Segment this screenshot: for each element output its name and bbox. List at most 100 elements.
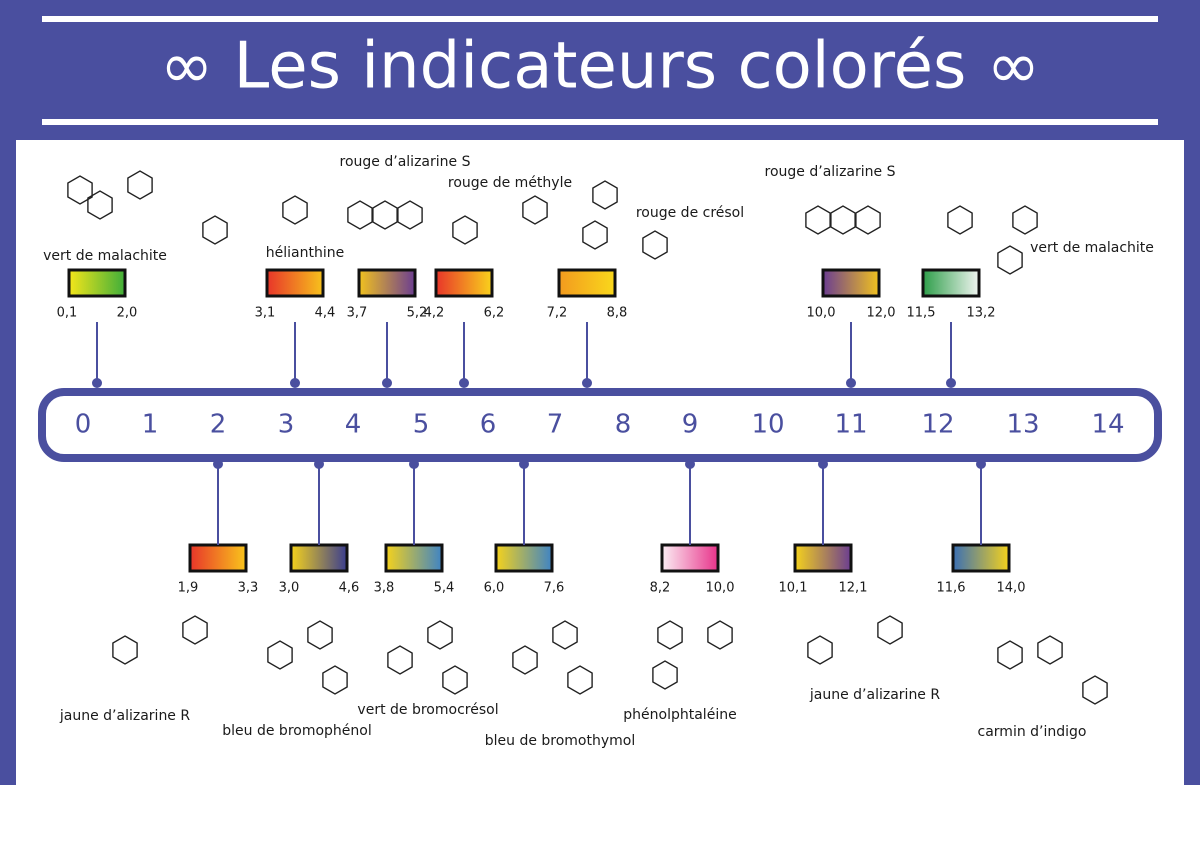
- color-range: [434, 268, 494, 298]
- range-low: 6,0: [484, 581, 505, 596]
- molecule-ring: [267, 640, 293, 670]
- ph-number: 14: [1091, 410, 1124, 440]
- molecule-ring: [322, 665, 348, 695]
- ph-number: 12: [921, 410, 954, 440]
- color-range: [793, 543, 853, 573]
- indicator-name: vert de malachite: [43, 248, 167, 264]
- indicator-name: rouge d’alizarine S: [340, 154, 471, 170]
- connector-dot: [519, 459, 529, 469]
- molecule-ring: [592, 180, 618, 210]
- molecule-ring: [652, 660, 678, 690]
- range-high: 13,2: [967, 306, 996, 321]
- molecule-ring: [372, 200, 398, 230]
- molecule-ring: [642, 230, 668, 260]
- molecule-ring: [307, 620, 333, 650]
- molecule-ring: [282, 195, 308, 225]
- indicator-name: jaune d’alizarine R: [809, 687, 940, 703]
- indicator-name: hélianthine: [266, 245, 344, 261]
- color-range: [951, 543, 1011, 573]
- molecule-ring: [347, 200, 373, 230]
- connector-dot: [818, 459, 828, 469]
- molecule-ring: [1012, 205, 1038, 235]
- rule: [42, 119, 1158, 125]
- indicator-name: bleu de bromophénol: [222, 723, 371, 739]
- indicator-name: vert de malachite: [1030, 240, 1154, 256]
- connector-dot: [409, 459, 419, 469]
- connector-dot: [582, 378, 592, 388]
- connector-dot: [459, 378, 469, 388]
- range-low: 3,1: [255, 306, 276, 321]
- molecule-ring: [805, 205, 831, 235]
- ph-number: 10: [751, 410, 784, 440]
- ph-number: 2: [210, 410, 227, 440]
- molecule-ring: [87, 190, 113, 220]
- color-range: [67, 268, 127, 298]
- connector-dot: [290, 378, 300, 388]
- indicator-name: rouge de méthyle: [448, 175, 572, 191]
- ph-number: 9: [682, 410, 699, 440]
- color-range: [660, 543, 720, 573]
- molecule-ring: [1037, 635, 1063, 665]
- molecule-ring: [522, 195, 548, 225]
- range-high: 14,0: [997, 581, 1026, 596]
- ph-number: 11: [834, 410, 867, 440]
- molecule-ring: [997, 245, 1023, 275]
- indicator-name: phénolphtaléine: [623, 707, 736, 723]
- molecule-ring: [127, 170, 153, 200]
- molecule-ring: [397, 200, 423, 230]
- ph-number: 7: [547, 410, 564, 440]
- ph-number: 1: [142, 410, 159, 440]
- range-high: 4,6: [339, 581, 360, 596]
- connector-dot: [976, 459, 986, 469]
- range-low: 7,2: [547, 306, 568, 321]
- range-low: 1,9: [178, 581, 199, 596]
- color-range: [289, 543, 349, 573]
- range-high: 12,1: [839, 581, 868, 596]
- range-low: 10,0: [807, 306, 836, 321]
- range-low: 8,2: [650, 581, 671, 596]
- connector-dot: [213, 459, 223, 469]
- connector-dot: [685, 459, 695, 469]
- range-high: 4,4: [315, 306, 336, 321]
- range-high: 8,8: [607, 306, 628, 321]
- color-range: [557, 268, 617, 298]
- range-low: 10,1: [779, 581, 808, 596]
- indicator-name: jaune d’alizarine R: [59, 708, 190, 724]
- range-low: 3,0: [279, 581, 300, 596]
- range-low: 11,6: [937, 581, 966, 596]
- molecule-ring: [707, 620, 733, 650]
- molecule-ring: [427, 620, 453, 650]
- connector-dot: [946, 378, 956, 388]
- indicator-name: rouge d’alizarine S: [765, 164, 896, 180]
- panel: [16, 140, 1184, 785]
- color-range: [921, 268, 981, 298]
- range-low: 11,5: [907, 306, 936, 321]
- color-range: [357, 268, 417, 298]
- range-high: 6,2: [484, 306, 505, 321]
- color-range: [494, 543, 554, 573]
- molecule-ring: [877, 615, 903, 645]
- connector-dot: [846, 378, 856, 388]
- molecule-ring: [807, 635, 833, 665]
- molecule-ring: [1082, 675, 1108, 705]
- rule: [42, 16, 1158, 22]
- molecule-ring: [452, 215, 478, 245]
- range-high: 7,6: [544, 581, 565, 596]
- ph-number: 13: [1006, 410, 1039, 440]
- color-range: [188, 543, 248, 573]
- range-low: 3,7: [347, 306, 368, 321]
- indicator-name: rouge de crésol: [636, 205, 744, 221]
- ph-number: 3: [278, 410, 295, 440]
- range-high: 2,0: [117, 306, 138, 321]
- color-range: [265, 268, 325, 298]
- connector-dot: [382, 378, 392, 388]
- range-high: 5,4: [434, 581, 455, 596]
- ph-number: 8: [615, 410, 632, 440]
- ph-scale: [38, 388, 1162, 462]
- connector-dot: [92, 378, 102, 388]
- ph-number: 4: [345, 410, 362, 440]
- molecule-ring: [67, 175, 93, 205]
- molecule-ring: [182, 615, 208, 645]
